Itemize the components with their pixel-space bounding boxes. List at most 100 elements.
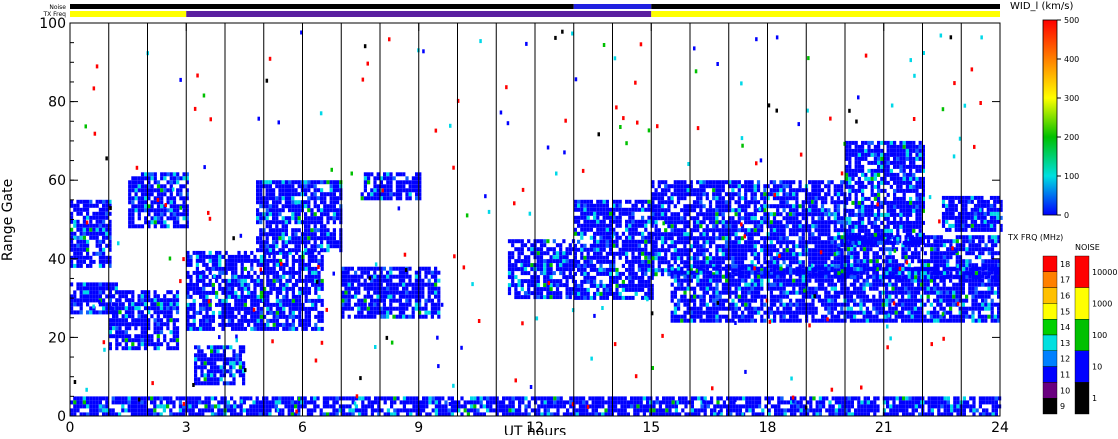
- echo-cell: [405, 180, 409, 185]
- echo-cell: [266, 302, 270, 307]
- echo-cell: [140, 334, 144, 339]
- echo-cell: [577, 199, 581, 204]
- echo-cell: [605, 207, 609, 212]
- echo-cell: [336, 200, 340, 205]
- echo-cell: [297, 216, 301, 221]
- echo-cell: [307, 310, 311, 315]
- echo-cell: [593, 243, 597, 248]
- echo-cell: [434, 306, 438, 311]
- echo-cell: [166, 208, 170, 213]
- echo-cell: [631, 219, 635, 224]
- echo-cell: [692, 228, 697, 233]
- echo-cell: [140, 330, 144, 335]
- echo-cell: [724, 180, 729, 185]
- echo-cell: [363, 306, 367, 311]
- echo-cell: [313, 248, 317, 253]
- echo-cell: [885, 282, 889, 287]
- echo-cell: [621, 271, 625, 276]
- echo-cell: [609, 211, 613, 216]
- echo-cell: [79, 199, 83, 204]
- echo-cell: [539, 287, 544, 292]
- echo-cell: [725, 314, 729, 319]
- echo-cell: [612, 295, 616, 300]
- echo-cell: [311, 274, 315, 279]
- echo-cell: [238, 361, 242, 366]
- echo-cell: [647, 239, 651, 244]
- echo-cell: [846, 306, 850, 311]
- echo-cell: [137, 318, 141, 323]
- echo-cell: [199, 270, 203, 275]
- echo-cell: [243, 266, 247, 271]
- echo-cell: [259, 184, 263, 189]
- echo-cell: [186, 318, 190, 323]
- echo-cell: [817, 180, 821, 185]
- echo-cell: [398, 282, 402, 287]
- echo-cell: [683, 260, 687, 265]
- echo-cell: [418, 306, 422, 311]
- echo-cell: [801, 204, 805, 209]
- echo-cell: [833, 216, 837, 221]
- echo-cell: [562, 263, 566, 268]
- echo-cell: [692, 260, 697, 265]
- echo-cell: [737, 204, 741, 209]
- echo-cell: [795, 260, 799, 265]
- echo-cell: [370, 188, 374, 193]
- echo-cell: [549, 291, 553, 296]
- echo-cell: [102, 290, 106, 295]
- echo-cell: [256, 262, 260, 267]
- echo-cell: [910, 286, 914, 291]
- echo-cell: [70, 203, 74, 208]
- echo-cell: [910, 318, 914, 323]
- echo-cell: [539, 295, 544, 300]
- echo-cell: [782, 278, 786, 283]
- echo-cell: [137, 302, 141, 307]
- echo-cell: [247, 322, 251, 327]
- echo-cell: [86, 294, 90, 299]
- echo-cell: [683, 204, 687, 209]
- echo-cell: [211, 266, 215, 271]
- echo-cell: [291, 184, 295, 189]
- echo-cell: [357, 278, 361, 283]
- echo-cell: [628, 283, 632, 288]
- echo-cell: [827, 224, 831, 229]
- echo-cell: [555, 259, 560, 264]
- echo-cell: [709, 294, 713, 299]
- echo-cell: [709, 306, 713, 311]
- echo-cell: [577, 263, 581, 268]
- echo-cell: [580, 227, 584, 232]
- echo-cell: [602, 291, 606, 296]
- echo-cell: [670, 200, 674, 205]
- echo-cell: [625, 267, 629, 272]
- echo-cell: [238, 373, 242, 378]
- echo-cell: [913, 298, 917, 303]
- echo-cell: [769, 252, 773, 257]
- echo-cell: [527, 295, 531, 300]
- echo-cell: [827, 302, 831, 307]
- echo-cell: [169, 314, 173, 319]
- echo-cell: [705, 180, 709, 185]
- echo-cell: [696, 240, 700, 245]
- echo-cell: [418, 188, 422, 193]
- echo-cell: [546, 275, 550, 280]
- echo-cell: [147, 294, 151, 299]
- echo-cell: [705, 290, 709, 295]
- echo-cell: [808, 290, 812, 295]
- echo-cell: [573, 255, 577, 260]
- echo-cell: [664, 256, 668, 261]
- echo-cell: [546, 291, 550, 296]
- echo-cell: [259, 212, 263, 217]
- echo-cell: [650, 287, 654, 292]
- echo-cell: [760, 244, 764, 249]
- echo-cell: [414, 306, 418, 311]
- echo-cell: [172, 326, 176, 331]
- echo-cell: [203, 373, 207, 378]
- echo-cell: [266, 310, 270, 315]
- echo-cell: [830, 266, 834, 271]
- echo-cell: [234, 266, 238, 271]
- echo-cell: [311, 282, 315, 287]
- echo-cell: [869, 298, 873, 303]
- echo-cell: [599, 295, 603, 300]
- echo-cell: [686, 212, 690, 217]
- echo-cell: [910, 302, 914, 307]
- echo-cell: [654, 216, 658, 221]
